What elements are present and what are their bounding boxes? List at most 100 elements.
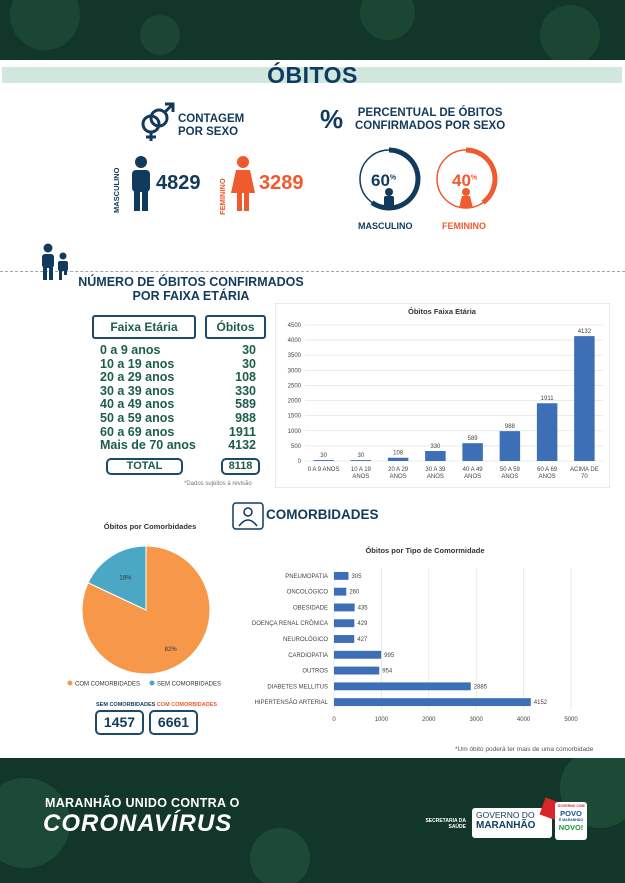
deaths-cell: 1911	[228, 424, 256, 439]
bar-value-label: 4132	[578, 329, 592, 335]
y-tick-label: 1000	[288, 429, 302, 435]
bar	[499, 431, 521, 461]
chart-title: Óbitos por Comorbidades	[104, 522, 197, 531]
male-count-label: MASCULINO	[112, 167, 121, 213]
age-heading: NÚMERO DE ÓBITOS CONFIRMADOS POR FAIXA E…	[64, 275, 318, 303]
legend-label: SEM COMORBIDADES	[157, 682, 221, 688]
deaths-cell: 4132	[228, 438, 256, 453]
x-tick-label: 0	[332, 717, 336, 723]
bar-value-label: 305	[351, 574, 362, 580]
y-tick-label: NEUROLÓGICO	[283, 636, 328, 643]
bar-value-label: 435	[358, 605, 369, 611]
y-tick-label: 4500	[288, 323, 302, 329]
x-tick-label: 60 A 69	[537, 467, 558, 473]
sex-count-heading: CONTAGEM POR SEXO	[178, 113, 245, 138]
age-range-cell: 0 a 9 anos	[100, 343, 161, 357]
y-tick-label: OBESIDADE	[293, 605, 328, 611]
age-range-cell: Mais de 70 anos	[100, 438, 196, 453]
table-row: 50 a 59 anos 988	[100, 411, 256, 425]
table-row: 60 a 69 anos 1911	[100, 425, 256, 439]
bar	[334, 698, 531, 707]
bar	[334, 619, 355, 628]
x-tick-label: 70	[581, 474, 588, 480]
y-tick-label: 2000	[288, 399, 302, 405]
y-tick-label: 2500	[288, 383, 302, 389]
comorbidities-heading: COMORBIDADES	[266, 507, 379, 522]
deaths-cell: 108	[235, 370, 256, 385]
total-value: 8118	[221, 458, 260, 475]
bar	[387, 457, 409, 461]
y-tick-label: HIPERTENSÃO ARTERIAL	[255, 699, 329, 706]
percent-icon: %	[320, 104, 344, 134]
bar	[574, 336, 595, 461]
x-tick-label: 50 A 59	[500, 467, 521, 473]
page-title: ÓBITOS	[267, 62, 358, 88]
male-percent-value: 60%	[371, 171, 397, 190]
x-tick-label: ANOS	[352, 474, 369, 480]
bar-value-label: 427	[357, 637, 368, 643]
y-tick-label: PNEUMOPATIA	[285, 574, 328, 580]
male-percent-label: MASCULINO	[358, 221, 413, 231]
male-percent-ring	[359, 147, 421, 211]
deaths-cell: 30	[242, 356, 256, 371]
x-tick-label: 3000	[470, 717, 484, 723]
y-tick-label: 500	[291, 444, 302, 450]
bar-value-label: 4152	[534, 700, 548, 706]
female-percent-label: FEMININO	[442, 221, 486, 231]
y-tick-label: DIABETES MELLITUS	[267, 684, 328, 690]
female-percent-value: 40%	[452, 171, 478, 190]
age-bar-chart: Óbitos Faixa Etária 0 500 1000 1500 2000 2500 3…	[275, 303, 610, 488]
table-row: Mais de 70 anos 4132	[100, 438, 256, 452]
legend-swatch	[67, 680, 73, 686]
bar	[462, 443, 483, 461]
pie-slice	[87, 545, 147, 611]
x-tick-label: ANOS	[539, 474, 556, 480]
bar-value-label: 330	[430, 444, 441, 450]
age-range-cell: 50 a 59 anos	[100, 411, 175, 425]
y-tick-label: 4000	[288, 338, 302, 344]
deaths-cell: 330	[235, 383, 256, 398]
bar	[425, 451, 446, 461]
x-tick-label: 30 A 39	[425, 467, 446, 473]
comorbidity-pie-chart: Óbitos por Comorbidades 82% 18% COM COMORBI…	[67, 522, 221, 688]
bar	[334, 666, 380, 675]
female-count-value: 3289	[259, 172, 304, 194]
bar	[334, 650, 382, 659]
section-divider	[0, 271, 625, 272]
bar-value-label: 108	[393, 451, 404, 457]
gender-icon	[141, 102, 175, 141]
bar	[334, 682, 471, 691]
y-tick-label: DOENÇA RENAL CRÔNICA	[252, 620, 328, 627]
x-tick-label: 4000	[517, 717, 531, 723]
legend-label: COM COMORBIDADES	[75, 682, 140, 688]
bar-value-label: 30	[358, 453, 365, 459]
y-tick-label: ONCOLÓGICO	[287, 589, 329, 596]
age-range-cell: 10 a 19 anos	[100, 356, 175, 371]
governo-logo: GOVERNO DO MARANHÃO	[472, 797, 563, 838]
x-tick-label: ANOS	[501, 474, 518, 480]
header-band	[0, 0, 625, 60]
bar-value-label: 589	[468, 436, 479, 442]
slice-label: 18%	[119, 576, 132, 582]
table-row: 40 a 49 anos 589	[100, 397, 256, 411]
x-tick-label: 5000	[564, 717, 578, 723]
slice-label: 82%	[165, 647, 178, 653]
y-tick-label: CARDIOPATIA	[288, 653, 328, 659]
x-tick-label: ACIMA DE	[570, 467, 599, 473]
without-comorbidity-value: 1457	[95, 710, 144, 735]
x-tick-label: 2000	[422, 717, 436, 723]
bar	[350, 460, 372, 461]
y-tick-label: 3500	[288, 353, 302, 359]
y-tick-label: 3000	[288, 368, 302, 374]
chart-title: Óbitos Faixa Etária	[408, 307, 477, 316]
female-figure-icon	[231, 156, 255, 211]
x-tick-label: ANOS	[464, 474, 481, 480]
deaths-cell: 30	[242, 343, 256, 357]
table-row: 20 a 29 anos 108	[100, 370, 256, 384]
x-tick-label: ANOS	[390, 474, 407, 480]
y-tick-label: OUTROS	[302, 669, 328, 675]
bar	[536, 403, 558, 461]
age-range-cell: 20 a 29 anos	[100, 370, 175, 385]
bar	[334, 603, 355, 612]
bar-value-label: 988	[505, 424, 516, 430]
